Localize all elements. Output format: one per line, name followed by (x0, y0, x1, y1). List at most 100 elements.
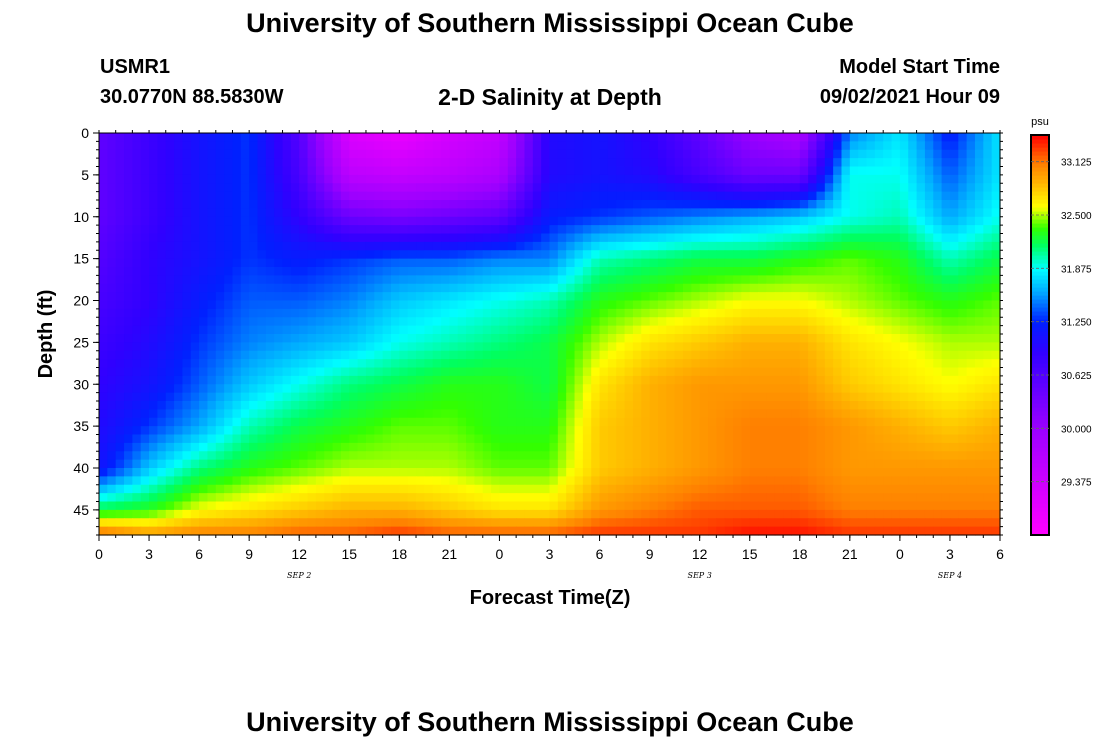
heatmap-cell (482, 468, 492, 477)
heatmap-cell (641, 183, 651, 193)
heatmap-cell (974, 174, 984, 184)
heatmap-cell (758, 359, 767, 369)
heatmap-cell (616, 133, 626, 142)
heatmap-cell (449, 409, 459, 419)
heatmap-cell (816, 275, 826, 285)
heatmap-cell (991, 367, 1001, 377)
heatmap-cell (457, 459, 467, 469)
heatmap-cell (641, 484, 651, 494)
heatmap-cell (974, 401, 984, 410)
heatmap-cell (541, 350, 551, 360)
heatmap-cell (190, 334, 200, 343)
heatmap-cell (657, 233, 667, 243)
heatmap-cell (374, 233, 384, 243)
heatmap-cell (365, 183, 375, 193)
heatmap-cell (466, 317, 476, 327)
heatmap-cell (616, 308, 626, 318)
heatmap-cell (983, 442, 993, 452)
heatmap-cell (783, 493, 793, 503)
heatmap-cell (324, 493, 334, 503)
heatmap-cell (224, 250, 234, 260)
heatmap-cell (691, 300, 701, 310)
heatmap-cell (716, 191, 726, 201)
heatmap-cell (390, 334, 400, 343)
heatmap-cell (883, 476, 893, 486)
heatmap-cell (758, 375, 767, 385)
heatmap-cell (474, 484, 484, 494)
heatmap-cell (399, 233, 409, 243)
heatmap-cell (349, 476, 359, 486)
heatmap-cell (507, 501, 517, 511)
heatmap-cell (274, 342, 284, 352)
heatmap-cell (491, 191, 501, 201)
heatmap-cell (891, 426, 901, 436)
heatmap-cell (666, 317, 676, 327)
heatmap-cell (549, 442, 559, 452)
heatmap-cell (949, 334, 959, 343)
heatmap-cell (799, 292, 809, 302)
heatmap-cell (182, 509, 192, 519)
heatmap-cell (674, 325, 684, 335)
heatmap-cell (824, 208, 834, 218)
heatmap-cell (708, 509, 717, 519)
heatmap-cell (516, 409, 526, 419)
heatmap-cell (808, 493, 818, 503)
heatmap-cell (315, 442, 325, 452)
heatmap-cell (916, 325, 926, 335)
heatmap-cell (941, 275, 951, 285)
heatmap-cell (390, 359, 400, 369)
heatmap-cell (99, 208, 108, 218)
heatmap-cell (916, 241, 926, 251)
heatmap-cell (482, 208, 492, 218)
heatmap-cell (607, 384, 617, 394)
heatmap-cell (824, 426, 834, 436)
heatmap-cell (666, 392, 676, 402)
heatmap-cell (507, 174, 517, 184)
heatmap-cell (207, 191, 217, 201)
heatmap-cell (849, 300, 859, 310)
heatmap-cell (958, 484, 968, 494)
heatmap-cell (491, 283, 501, 293)
heatmap-cell (115, 174, 125, 184)
heatmap-cell (165, 283, 175, 293)
heatmap-cell (699, 325, 709, 335)
heatmap-cell (599, 426, 609, 436)
heatmap-cell (883, 141, 893, 151)
heatmap-cell (649, 174, 659, 184)
heatmap-cell (424, 342, 434, 352)
heatmap-cell (390, 250, 400, 260)
heatmap-cell (649, 317, 659, 327)
heatmap-cell (215, 275, 225, 285)
heatmap-cell (215, 367, 225, 377)
heatmap-cell (265, 426, 275, 436)
heatmap-cell (466, 283, 476, 293)
heatmap-cell (841, 216, 851, 226)
heatmap-cell (724, 292, 734, 302)
heatmap-cell (474, 426, 484, 436)
heatmap-cell (115, 208, 125, 218)
heatmap-cell (215, 493, 225, 503)
heatmap-cell (182, 367, 192, 377)
heatmap-cell (833, 442, 843, 452)
heatmap-cell (457, 191, 467, 201)
heatmap-cell (933, 317, 943, 327)
heatmap-cell (132, 501, 142, 511)
heatmap-cell (941, 292, 951, 302)
heatmap-cell (766, 342, 776, 352)
heatmap-cell (599, 350, 609, 360)
heatmap-cell (174, 451, 184, 461)
heatmap-cell (299, 216, 309, 226)
heatmap-cell (357, 426, 367, 436)
heatmap-cell (641, 141, 651, 151)
heatmap-cell (649, 183, 659, 193)
heatmap-cell (641, 442, 651, 452)
heatmap-cell (315, 292, 325, 302)
heatmap-cell (432, 426, 442, 436)
heatmap-cell (307, 409, 317, 419)
heatmap-cell (282, 359, 292, 369)
heatmap-cell (215, 401, 225, 410)
heatmap-cell (240, 267, 250, 276)
heatmap-cell (507, 451, 517, 461)
heatmap-cell (190, 275, 200, 285)
heatmap-cell (833, 283, 843, 293)
